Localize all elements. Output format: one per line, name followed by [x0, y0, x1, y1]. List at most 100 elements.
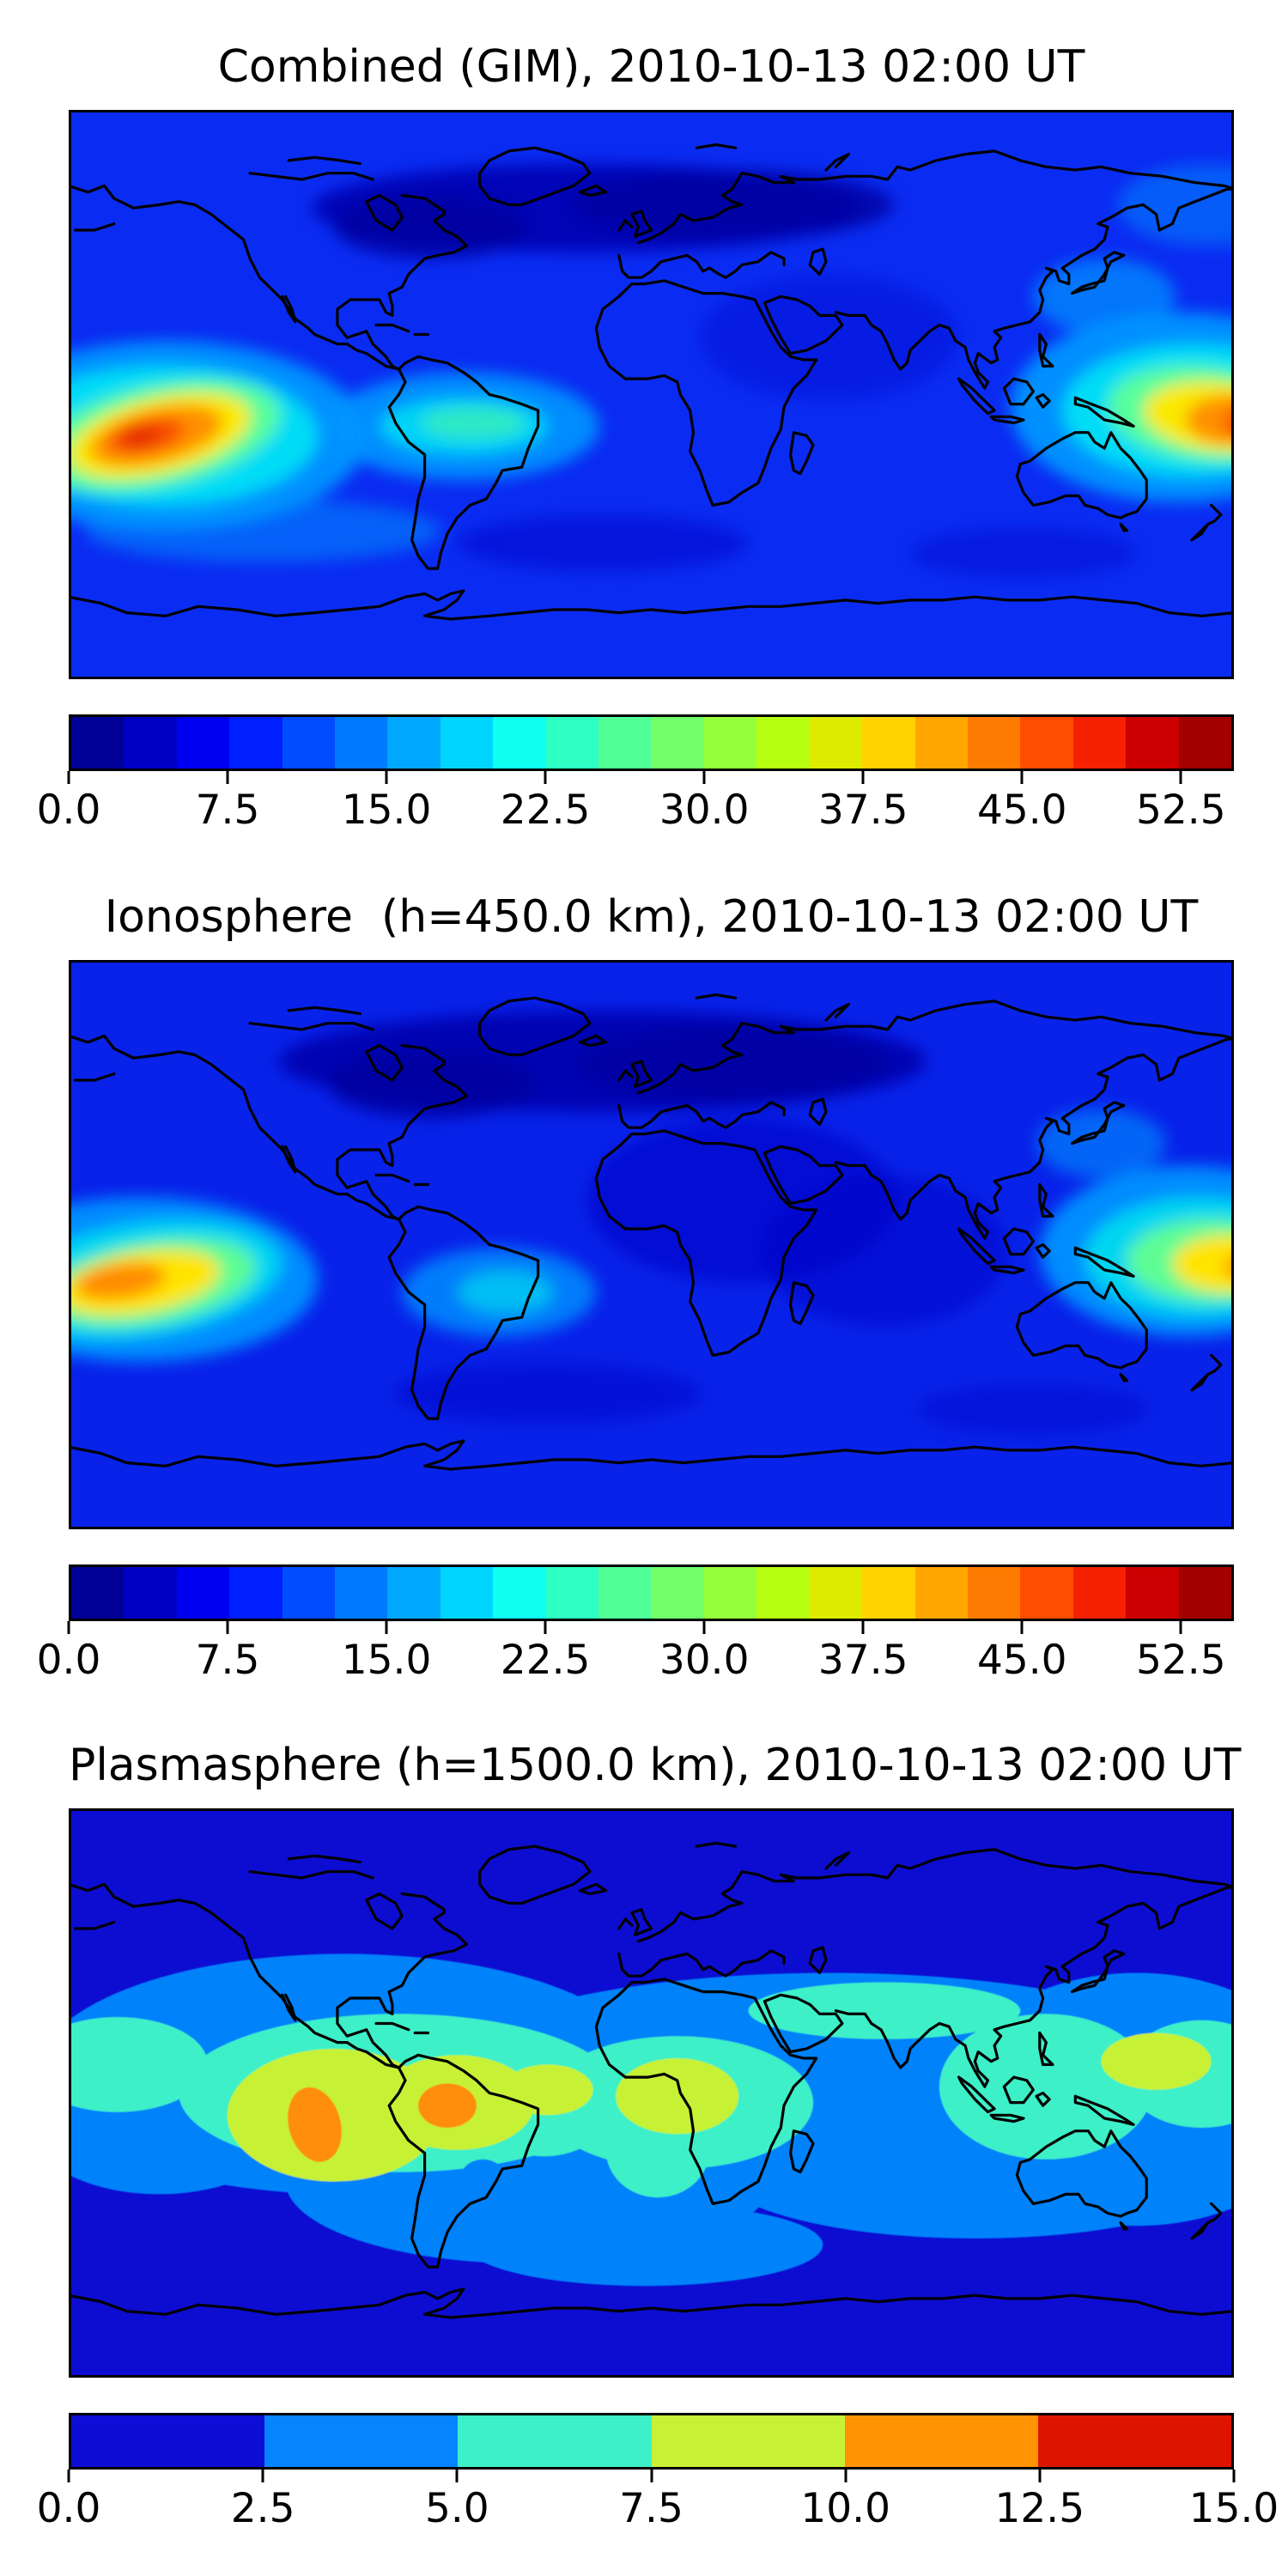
- coastline: [957, 1227, 996, 1266]
- coastline: [336, 1892, 469, 2069]
- colorbar-axis: 0.0 7.5 15.0 22.5 30.0 37.5 45.0 52.5: [37, 771, 1234, 857]
- coastline: [636, 999, 1234, 1095]
- field-region: [418, 2083, 477, 2128]
- colorbar-tick: [544, 1621, 547, 1634]
- coastline: [387, 2053, 540, 2269]
- coastline: [594, 1978, 818, 2205]
- colorbar-segment: [124, 1567, 177, 1619]
- coastline: [248, 1022, 374, 1031]
- colorbar-tick-label: 52.5: [1135, 1637, 1226, 1684]
- colorbar-tick-label: 0.0: [36, 2485, 101, 2532]
- colorbar-segment: [176, 717, 230, 769]
- colorbar-segment: [651, 2415, 845, 2467]
- colorbar-segment: [809, 717, 863, 769]
- coastline: [762, 1145, 844, 1206]
- field-region: [910, 527, 1137, 579]
- colorbar-tick-label: 37.5: [817, 1637, 908, 1684]
- colorbar-tick-label: 30.0: [659, 787, 750, 834]
- colorbar-tick-label: 22.5: [500, 787, 591, 834]
- colorbar: [69, 714, 1234, 771]
- colorbar-tick-label: 7.5: [195, 787, 260, 834]
- colorbar-segment: [440, 1567, 494, 1619]
- colorbar-tick: [650, 2470, 653, 2482]
- colorbar-axis: 0.0 2.5 5.0 7.5 10.0 12.5 15.0: [37, 2470, 1279, 2555]
- coastline: [1190, 1353, 1223, 1392]
- colorbar-segment: [914, 717, 968, 769]
- coastline: [594, 1129, 818, 1357]
- coastline: [1038, 332, 1054, 368]
- colorbar-tick: [385, 771, 388, 784]
- coastline: [1073, 396, 1135, 428]
- coastline: [1070, 1949, 1126, 1994]
- coastline: [824, 1002, 851, 1022]
- colorbar-segment: [1178, 1567, 1231, 1619]
- colorbar-segment: [545, 717, 599, 769]
- coastline: [1015, 2129, 1148, 2218]
- colorbar-tick: [861, 771, 865, 784]
- coastline: [824, 1850, 851, 1870]
- colorbar-tick: [1179, 1621, 1182, 1634]
- colorbar-tick: [385, 1621, 388, 1634]
- colorbar-segment: [651, 717, 704, 769]
- field-region: [84, 499, 441, 562]
- colorbar-tick: [1232, 2470, 1236, 2482]
- colorbar-tick-label: 22.5: [500, 1637, 591, 1684]
- colorbar-segment: [1126, 717, 1179, 769]
- coastline: [1002, 1227, 1035, 1256]
- coastline: [281, 295, 297, 324]
- colorbar-segment: [1072, 717, 1127, 769]
- colorbar-segment: [967, 717, 1021, 769]
- colorbar-tick: [226, 1621, 229, 1634]
- colorbar-segment: [703, 1567, 757, 1619]
- coastline: [630, 1060, 653, 1088]
- colorbar-tick-label: 0.0: [36, 1637, 101, 1684]
- coastline: [1119, 1372, 1129, 1382]
- coastline: [808, 1097, 828, 1127]
- coastline: [69, 1882, 401, 2069]
- coastline: [808, 247, 828, 276]
- field-region: [939, 2014, 1153, 2160]
- coastline: [248, 172, 374, 181]
- colorbar-segment: [1072, 1567, 1127, 1619]
- panel-ionosphere: Ionosphere (h=450.0 km), 2010-10-13 02:0…: [0, 850, 1288, 1700]
- coastline: [287, 1005, 361, 1016]
- coastline: [1073, 1246, 1135, 1278]
- field-region: [1036, 1109, 1166, 1179]
- field-region: [460, 2159, 506, 2197]
- field-region: [761, 1175, 1008, 1327]
- panel-title: Ionosphere (h=450.0 km), 2010-10-13 02:0…: [104, 891, 1199, 943]
- field-region: [75, 1262, 166, 1300]
- coastline: [834, 1886, 1234, 2088]
- colorbar-tick-label: 2.5: [230, 2485, 295, 2532]
- coastline: [287, 1854, 361, 1864]
- colorbar-axis: 0.0 7.5 15.0 22.5 30.0 37.5 45.0 52.5: [37, 1621, 1234, 1707]
- colorbar-segment: [703, 717, 757, 769]
- colorbar-tick: [67, 771, 70, 784]
- coastline: [695, 1841, 738, 1848]
- coastline: [617, 1949, 786, 1978]
- colorbar-tick: [861, 1621, 865, 1634]
- coastline: [1035, 392, 1051, 409]
- field-region: [421, 407, 526, 439]
- map-frame: [69, 110, 1234, 679]
- colorbar-segment: [282, 1567, 336, 1619]
- colorbar-tick-label: 5.0: [424, 2485, 489, 2532]
- colorbar-tick: [1020, 1621, 1024, 1634]
- panel-plasmasphere: Plasmasphere (h=1500.0 km), 2010-10-13 0…: [0, 1698, 1288, 2549]
- coastline: [69, 1034, 401, 1221]
- coastline: [478, 146, 592, 207]
- coastline: [578, 1882, 608, 1896]
- colorbar-segment: [1020, 1567, 1073, 1619]
- colorbar-segment: [756, 1567, 810, 1619]
- field-region: [466, 2203, 823, 2287]
- coastline: [617, 1101, 786, 1129]
- coastline: [336, 1043, 469, 1221]
- world-map-ionosphere: [69, 960, 1234, 1529]
- colorbar-segment: [756, 717, 810, 769]
- colorbar-tick-label: 30.0: [659, 1637, 750, 1684]
- colorbar-segment: [335, 717, 388, 769]
- coastline: [478, 1844, 592, 1905]
- colorbar-segment: [598, 1567, 652, 1619]
- world-map-combined-gim: [69, 110, 1234, 679]
- field-region: [288, 2087, 342, 2162]
